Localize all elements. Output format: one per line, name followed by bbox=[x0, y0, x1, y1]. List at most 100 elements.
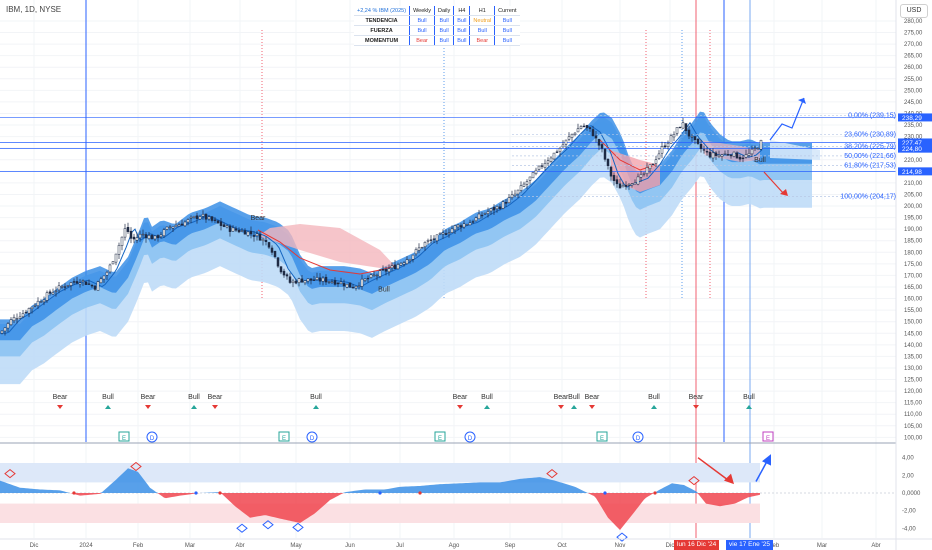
candle-body bbox=[378, 270, 382, 277]
table-header-cell: Daily bbox=[434, 6, 454, 16]
candle-body bbox=[78, 282, 82, 285]
candle-body bbox=[54, 290, 58, 292]
candle-body bbox=[228, 225, 232, 232]
candle-body bbox=[30, 306, 34, 309]
candle-body bbox=[297, 278, 301, 283]
candle-body bbox=[138, 234, 142, 239]
table-header-cell: H1 bbox=[469, 6, 495, 16]
signal-label: Bear bbox=[208, 394, 223, 401]
candle-body bbox=[498, 206, 502, 209]
candle-body bbox=[300, 278, 304, 283]
price-tick-label: 170,00 bbox=[904, 273, 923, 279]
signal-label: Bull bbox=[102, 394, 114, 401]
candle-body bbox=[33, 305, 37, 307]
projection-arrow-up bbox=[769, 97, 805, 141]
candle-body bbox=[309, 278, 313, 281]
candle-body bbox=[600, 144, 604, 149]
candle-body bbox=[618, 183, 622, 189]
candle-body bbox=[699, 144, 703, 150]
candle-body bbox=[363, 278, 367, 281]
candle-body bbox=[57, 285, 61, 291]
candle-body bbox=[342, 283, 346, 287]
candle-body bbox=[396, 264, 400, 270]
price-tick-label: 260,00 bbox=[904, 65, 923, 71]
candle-body bbox=[432, 238, 436, 240]
table-header-cell: H4 bbox=[453, 6, 470, 16]
signal-label: Bull bbox=[481, 394, 493, 401]
candle-body bbox=[381, 269, 385, 271]
signal-label: Bull bbox=[743, 394, 755, 401]
price-tick-label: 265,00 bbox=[904, 54, 923, 60]
candle-body bbox=[711, 152, 715, 159]
candle-body bbox=[720, 154, 724, 157]
candle-body bbox=[294, 280, 298, 284]
osc-arrowhead-down bbox=[724, 473, 734, 485]
candle-body bbox=[93, 285, 97, 290]
signal-label: Bull bbox=[188, 394, 200, 401]
table-header-row: +2,24 % IBM (2025) Weekly Daily H4 H1 Cu… bbox=[354, 6, 520, 16]
event-marker-label: D bbox=[468, 436, 473, 442]
price-tick-label: 195,00 bbox=[904, 216, 923, 222]
table-row: FUERZA Bull Bull Bull Bull Bull bbox=[354, 25, 520, 36]
candle-body bbox=[582, 125, 586, 128]
table-cell: Bear bbox=[469, 35, 495, 46]
signal-label: Bull bbox=[648, 394, 660, 401]
signal-label: Bull bbox=[568, 394, 580, 401]
table-cell: Bull bbox=[453, 35, 470, 46]
candle-body bbox=[315, 277, 319, 280]
candle-body bbox=[684, 123, 688, 132]
candle-body bbox=[624, 184, 628, 187]
candle-body bbox=[399, 262, 403, 266]
candle-body bbox=[132, 236, 136, 240]
candle-body bbox=[585, 125, 589, 128]
signal-label: Bull bbox=[310, 394, 322, 401]
candle-body bbox=[474, 217, 478, 222]
candle-body bbox=[471, 221, 475, 223]
candle-body bbox=[36, 300, 40, 306]
candle-body bbox=[201, 214, 205, 217]
candle-body bbox=[633, 182, 637, 185]
candle-body bbox=[183, 221, 187, 227]
candle-body bbox=[6, 323, 10, 329]
bull-triangle-icon bbox=[651, 405, 657, 409]
event-marker-label: E bbox=[122, 436, 126, 442]
price-tick-label: 235,00 bbox=[904, 123, 923, 129]
projection-arrowhead-down bbox=[780, 189, 788, 196]
time-tick-label: Oct bbox=[557, 543, 567, 549]
currency-button[interactable]: USD bbox=[900, 4, 928, 18]
candle-body bbox=[594, 135, 598, 139]
candle-body bbox=[402, 262, 406, 265]
event-marker-label: D bbox=[636, 436, 641, 442]
time-tick-label: Abr bbox=[871, 543, 880, 549]
candle-body bbox=[168, 226, 172, 228]
candle-body bbox=[207, 216, 211, 220]
candle-body bbox=[501, 201, 505, 209]
candle-body bbox=[675, 127, 679, 134]
candle-body bbox=[693, 136, 697, 140]
candle-body bbox=[666, 142, 670, 148]
fib-label: 38,20% (225,79) bbox=[844, 143, 896, 150]
candle-body bbox=[639, 174, 643, 178]
signal-label: Bear bbox=[554, 394, 569, 401]
table-cell: Bull bbox=[494, 15, 520, 26]
candle-body bbox=[336, 282, 340, 285]
candle-body bbox=[450, 228, 454, 233]
earnings-icon bbox=[118, 431, 130, 442]
candle-body bbox=[702, 149, 706, 151]
candle-body bbox=[63, 286, 67, 288]
candle-body bbox=[117, 245, 121, 255]
candle-body bbox=[504, 202, 508, 204]
candle-body bbox=[21, 313, 25, 317]
candle-body bbox=[738, 156, 742, 160]
candle-body bbox=[543, 163, 547, 168]
candle-body bbox=[345, 283, 349, 288]
candle-body bbox=[570, 133, 574, 138]
candle-body bbox=[408, 259, 412, 261]
candle-body bbox=[372, 274, 376, 276]
candle-body bbox=[306, 278, 310, 282]
bear-triangle-icon bbox=[57, 405, 63, 409]
price-tick-label: 150,00 bbox=[904, 320, 923, 326]
candle-body bbox=[591, 129, 595, 137]
candle-body bbox=[162, 229, 166, 237]
